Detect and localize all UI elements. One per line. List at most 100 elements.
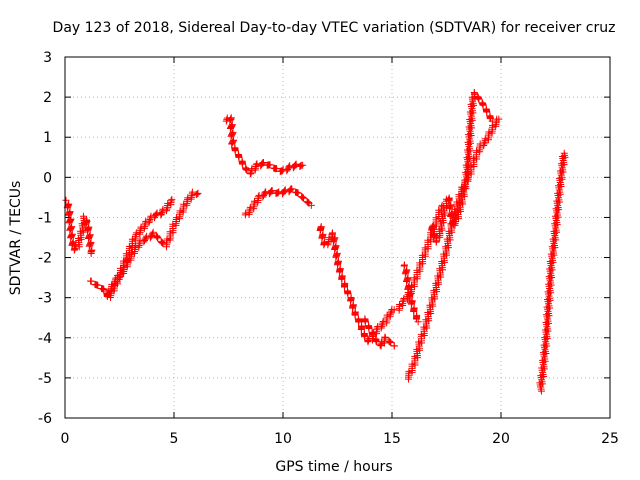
data-point	[266, 161, 274, 169]
data-point	[227, 132, 235, 140]
x-tick-label: 20	[492, 431, 510, 447]
data-point	[193, 190, 201, 198]
data-point	[163, 235, 171, 243]
data-point	[560, 149, 568, 157]
data-point	[67, 234, 75, 242]
data-point	[231, 147, 239, 155]
data-point	[62, 196, 70, 204]
data-point	[365, 325, 373, 333]
data-point	[417, 331, 425, 339]
data-point	[483, 108, 491, 116]
data-point	[338, 275, 346, 283]
data-point	[471, 89, 479, 97]
y-tick-label: -3	[38, 291, 52, 307]
data-point	[405, 367, 413, 375]
data-point	[357, 326, 365, 334]
y-axis-label: SDTVAR / TECUs	[8, 181, 24, 296]
data-point	[192, 191, 200, 199]
data-point	[405, 293, 413, 301]
data-point	[149, 228, 157, 236]
data-point	[226, 117, 234, 125]
data-point	[400, 262, 408, 270]
data-point	[440, 203, 448, 211]
data-point	[418, 251, 426, 259]
data-point	[495, 115, 503, 123]
data-point	[479, 101, 487, 109]
x-tick-label: 25	[601, 431, 619, 447]
data-point	[268, 187, 276, 195]
plot-frame	[64, 56, 611, 419]
data-point	[259, 158, 267, 166]
data-point	[355, 318, 363, 326]
data-point	[168, 195, 176, 203]
data-point	[66, 226, 74, 234]
data-point	[432, 214, 440, 222]
data-point	[329, 238, 337, 246]
y-tick-label: -2	[38, 251, 52, 267]
data-point	[435, 206, 443, 214]
data-point	[421, 244, 429, 252]
data-point	[387, 339, 395, 347]
data-point	[401, 270, 409, 278]
data-point	[188, 188, 196, 196]
x-tick-label: 5	[170, 431, 179, 447]
data-point	[444, 197, 452, 205]
data-point	[318, 234, 326, 242]
data-point	[390, 342, 398, 350]
data-point	[413, 266, 421, 274]
data-point	[414, 318, 422, 326]
data-point	[408, 360, 416, 368]
data-point	[475, 95, 483, 103]
data-point	[228, 140, 236, 148]
data-point	[166, 228, 174, 236]
data-point	[332, 253, 340, 261]
data-point	[291, 161, 299, 169]
data-point	[331, 245, 339, 253]
y-tick-label: 2	[43, 90, 52, 106]
data-point	[125, 243, 133, 251]
axes: 0 5 10 15 20 25 -6 -5 -4 -3 -2 -1 0 1 2 3	[38, 50, 619, 447]
data-point	[416, 259, 424, 267]
data-point	[347, 297, 355, 305]
data-point	[383, 311, 391, 319]
x-axis-label: GPS time / hours	[275, 459, 392, 475]
data-point	[292, 160, 300, 168]
y-tick-label: -1	[38, 210, 52, 226]
y-tick-label: 0	[43, 170, 52, 186]
data-point	[403, 278, 411, 286]
data-point	[333, 261, 341, 269]
data-point	[335, 268, 343, 276]
data-point	[410, 274, 418, 282]
data-points	[62, 89, 569, 395]
data-point	[79, 212, 87, 220]
data-point	[381, 334, 389, 342]
data-point	[100, 286, 108, 294]
chart-title: Day 123 of 2018, Sidereal Day-to-day VTE…	[53, 20, 616, 36]
data-point	[84, 234, 92, 242]
data-point	[369, 331, 377, 339]
data-point	[87, 277, 95, 285]
data-point	[288, 185, 296, 193]
data-point	[84, 227, 92, 235]
data-point	[65, 219, 73, 227]
data-point	[328, 230, 336, 238]
data-point	[410, 308, 418, 316]
data-point	[148, 230, 156, 238]
data-point	[307, 201, 315, 209]
y-tick-label: -5	[38, 371, 52, 387]
data-point	[154, 234, 162, 242]
data-point	[300, 194, 308, 202]
y-tick-label: -6	[38, 411, 52, 427]
data-point	[404, 285, 412, 293]
x-tick-label: 10	[274, 431, 292, 447]
data-point	[340, 283, 348, 291]
y-tick-label: -4	[38, 331, 52, 347]
data-point	[379, 318, 387, 326]
data-point	[235, 153, 243, 161]
data-point	[361, 318, 369, 326]
data-point	[251, 197, 259, 205]
y-tick-label: 3	[43, 50, 52, 66]
data-point	[153, 209, 161, 217]
data-point	[351, 311, 359, 319]
